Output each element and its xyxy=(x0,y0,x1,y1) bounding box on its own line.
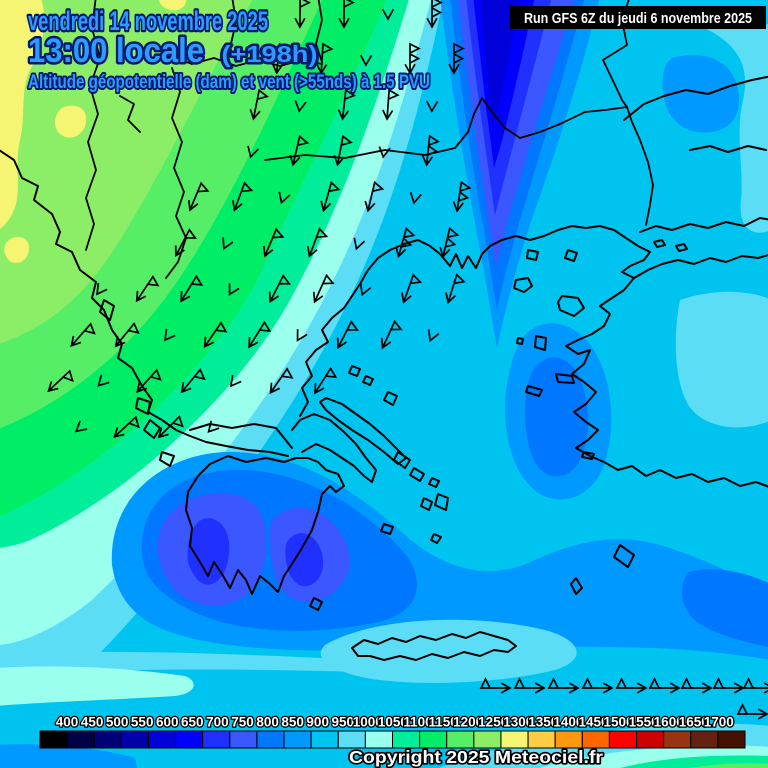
legend-color-cell xyxy=(581,730,610,749)
legend-tick-label: 1200 xyxy=(453,715,483,730)
legend-tick-label: 1400 xyxy=(553,715,583,730)
islands-path xyxy=(99,239,688,661)
map-subtitle-text: Altitude géopotentielle (dam) et vent (>… xyxy=(28,71,430,93)
legend-color-cell xyxy=(175,730,204,749)
upper-trough-wedge xyxy=(440,0,600,348)
legend-tick-label: 1000 xyxy=(353,715,383,730)
legend-color-cell xyxy=(663,730,692,749)
legend-tick-label: 450 xyxy=(81,715,104,730)
valid-time-text: 13:00 locale (+198h) xyxy=(28,32,317,70)
forecast-offset-label: (+198h) xyxy=(221,41,317,67)
cutoff-low-complex xyxy=(111,323,768,660)
legend-color-cell xyxy=(39,730,68,749)
run-info-background xyxy=(510,6,766,29)
legend-tick-label: 1550 xyxy=(629,715,659,730)
legend-tick-label: 1150 xyxy=(428,715,457,730)
legend-color-cell xyxy=(717,730,746,749)
run-info-text: Run GFS 6Z du jeudi 6 novembre 2025 xyxy=(524,11,752,27)
legend-color-cell xyxy=(283,730,312,749)
legend-color-cell xyxy=(256,730,285,749)
legend-color-cell xyxy=(120,730,149,749)
legend-color-cell xyxy=(500,730,529,749)
legend-tick-label: 700 xyxy=(206,715,229,730)
legend-tick-label: 1650 xyxy=(679,715,709,730)
legend-color-cell xyxy=(202,730,231,749)
legend-tick-label: 850 xyxy=(281,715,304,730)
legend-color-cell xyxy=(419,730,448,749)
legend-color-cell xyxy=(527,730,556,749)
legend-tick-label: 1450 xyxy=(578,715,608,730)
legend-tick-label: 1300 xyxy=(503,715,533,730)
legend-tick-label: 750 xyxy=(231,715,254,730)
color-scale-legend: 400 450 500 550 600 650 700 750 800 850 900 9501000… xyxy=(39,713,746,749)
legend-tick-label: 1250 xyxy=(478,715,508,730)
borders-path xyxy=(85,0,654,279)
legend-tick-label: 650 xyxy=(181,715,204,730)
legend-tick-label: 1100 xyxy=(403,715,432,730)
legend-color-cell xyxy=(690,730,719,749)
legend-color-cell xyxy=(446,730,475,749)
valid-date-text: vendredi 14 novembre 2025 xyxy=(28,6,268,36)
copyright-text: Copyright 2025 Meteociel.fr xyxy=(349,747,603,767)
legend-tick-label: 1500 xyxy=(603,715,633,730)
legend-tick-label: 900 xyxy=(306,715,329,730)
legend-tick-label: 1600 xyxy=(654,715,684,730)
legend-color-cell xyxy=(229,730,258,749)
legend-color-cell xyxy=(337,730,366,749)
legend-color-cell xyxy=(554,730,583,749)
legend-tick-label: 950 xyxy=(332,715,355,730)
run-info-box: Run GFS 6Z du jeudi 6 novembre 2025 xyxy=(510,6,766,29)
legend-tick-label: 550 xyxy=(131,715,154,730)
legend-tick-label: 800 xyxy=(256,715,279,730)
legend-tick-label: 600 xyxy=(156,715,179,730)
legend-tick-label: 1050 xyxy=(378,715,408,730)
legend-color-cell xyxy=(636,730,665,749)
legend-color-cell xyxy=(310,730,339,749)
map-titles: vendredi 14 novembre 2025 13:00 locale (… xyxy=(26,4,433,95)
legend-tick-label: 400 xyxy=(56,715,79,730)
legend-tick-label: 500 xyxy=(106,715,129,730)
legend-tick-label: 1700 xyxy=(704,715,734,730)
legend-tick-label: 1350 xyxy=(528,715,558,730)
legend-color-cell xyxy=(392,730,421,749)
legend-color-cell xyxy=(608,730,638,749)
legend-color-cell xyxy=(93,730,122,749)
legend-color-cell xyxy=(473,730,502,749)
legend-color-cell xyxy=(147,730,177,749)
legend-color-cell xyxy=(66,730,95,749)
legend-color-cell xyxy=(364,730,393,749)
valid-time-label: 13:00 locale xyxy=(28,32,204,70)
